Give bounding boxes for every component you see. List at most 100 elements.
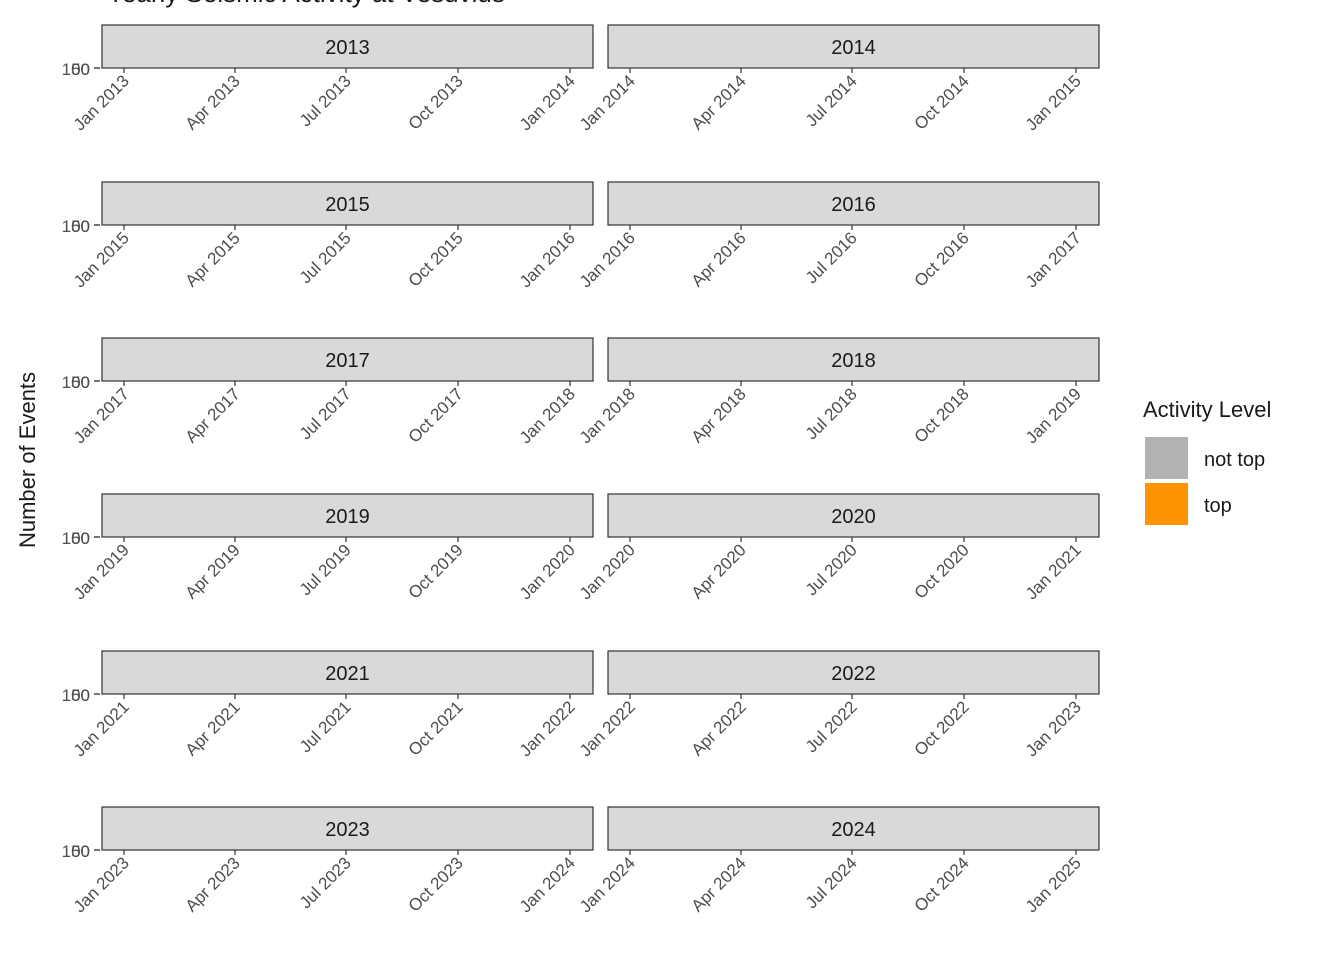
y-tick-label: 100 xyxy=(62,686,90,705)
x-tick-label: Jan 2021 xyxy=(1022,540,1085,603)
x-tick-label: Oct 2014 xyxy=(911,71,973,133)
facet-strip xyxy=(607,337,1100,382)
x-tick-label: Jan 2016 xyxy=(576,228,639,291)
y-tick-label: 100 xyxy=(62,529,90,548)
x-tick-label: Jul 2015 xyxy=(296,228,355,287)
x-tick-label: Jul 2013 xyxy=(296,71,355,130)
x-tick-label: Oct 2023 xyxy=(405,853,467,915)
x-tick-label: Jul 2017 xyxy=(296,384,355,443)
y-tick-label: 100 xyxy=(62,842,90,861)
x-tick-label: Jan 2020 xyxy=(576,540,639,603)
facet-strip xyxy=(101,24,594,69)
x-tick-label: Jan 2018 xyxy=(576,384,639,447)
x-tick-label: Jan 2014 xyxy=(576,71,639,134)
x-tick-label: Jan 2019 xyxy=(70,540,133,603)
x-tick-label: Jan 2020 xyxy=(516,540,579,603)
x-tick-label: Oct 2021 xyxy=(405,697,467,759)
facet-strip xyxy=(101,337,594,382)
facet-label: 2022 xyxy=(831,663,876,685)
x-tick-label: Apr 2017 xyxy=(182,384,244,446)
x-tick-label: Apr 2018 xyxy=(688,384,750,446)
x-tick-label: Jan 2021 xyxy=(70,697,133,760)
y-axis-title: Number of Events xyxy=(15,372,40,548)
y-tick-label: 50 xyxy=(71,373,90,392)
x-tick-label: Oct 2013 xyxy=(405,71,467,133)
x-tick-label: Jan 2013 xyxy=(70,71,133,134)
x-tick-label: Oct 2020 xyxy=(911,540,973,602)
x-tick-label: Apr 2015 xyxy=(182,228,244,290)
x-tick-label: Apr 2016 xyxy=(688,228,750,290)
x-tick-label: Oct 2022 xyxy=(911,697,973,759)
x-tick-label: Jan 2024 xyxy=(516,853,579,916)
x-tick-label: Jan 2017 xyxy=(1022,228,1085,291)
y-tick-label: 50 xyxy=(71,217,90,236)
x-tick-label: Apr 2020 xyxy=(688,540,750,602)
x-tick-label: Jan 2014 xyxy=(516,71,579,134)
facet-strip xyxy=(607,806,1100,851)
facet-label: 2014 xyxy=(831,37,876,59)
facet-label: 2021 xyxy=(325,663,370,685)
y-tick-label: 100 xyxy=(62,373,90,392)
x-tick-label: Jul 2014 xyxy=(802,71,861,130)
legend-key xyxy=(1145,437,1188,479)
x-tick-label: Jul 2020 xyxy=(802,540,861,599)
x-tick-label: Jan 2019 xyxy=(1022,384,1085,447)
y-tick-label: 50 xyxy=(71,842,90,861)
x-tick-label: Oct 2024 xyxy=(911,853,973,915)
y-tick-label: 100 xyxy=(62,217,90,236)
facet-label: 2018 xyxy=(831,350,876,372)
x-tick-label: Oct 2015 xyxy=(405,228,467,290)
y-tick-label: 50 xyxy=(71,60,90,79)
facet-strip xyxy=(101,650,594,695)
x-tick-label: Jan 2018 xyxy=(516,384,579,447)
facet-label: 2023 xyxy=(325,819,370,841)
y-tick-label: 100 xyxy=(62,60,90,79)
facet-strip xyxy=(101,493,594,538)
x-tick-label: Jan 2015 xyxy=(70,228,133,291)
legend-label: not top xyxy=(1204,449,1265,471)
x-tick-label: Jan 2022 xyxy=(516,697,579,760)
x-tick-label: Jan 2022 xyxy=(576,697,639,760)
facet-strip xyxy=(101,806,594,851)
x-tick-label: Jan 2015 xyxy=(1022,71,1085,134)
x-tick-label: Apr 2022 xyxy=(688,697,750,759)
x-axis-title: Date within Year xyxy=(521,956,680,960)
x-tick-label: Apr 2019 xyxy=(182,540,244,602)
x-tick-label: Oct 2018 xyxy=(911,384,973,446)
x-tick-label: Jul 2024 xyxy=(802,853,861,912)
x-tick-label: Apr 2013 xyxy=(182,71,244,133)
x-tick-label: Jul 2022 xyxy=(802,697,861,756)
facet-strip xyxy=(607,24,1100,69)
x-tick-label: Apr 2014 xyxy=(688,71,750,133)
x-tick-label: Jan 2024 xyxy=(576,853,639,916)
facet-strip xyxy=(607,650,1100,695)
facet-strip xyxy=(101,181,594,226)
facet-label: 2019 xyxy=(325,506,370,528)
legend-label: top xyxy=(1204,495,1232,517)
facet-label: 2013 xyxy=(325,37,370,59)
x-tick-label: Jan 2023 xyxy=(70,853,133,916)
x-tick-label: Jan 2023 xyxy=(1022,697,1085,760)
facet-label: 2015 xyxy=(325,194,370,216)
x-tick-label: Jan 2016 xyxy=(516,228,579,291)
x-tick-label: Jul 2019 xyxy=(296,540,355,599)
x-tick-label: Oct 2019 xyxy=(405,540,467,602)
x-tick-label: Jul 2023 xyxy=(296,853,355,912)
facet-label: 2020 xyxy=(831,506,876,528)
facet-label: 2016 xyxy=(831,194,876,216)
x-tick-label: Jan 2025 xyxy=(1022,853,1085,916)
facet-label: 2024 xyxy=(831,819,876,841)
legend-key xyxy=(1145,483,1188,525)
facet-strip xyxy=(607,181,1100,226)
legend-title: Activity Level xyxy=(1143,397,1271,422)
x-tick-label: Jul 2021 xyxy=(296,697,355,756)
x-tick-label: Oct 2017 xyxy=(405,384,467,446)
y-tick-label: 50 xyxy=(71,529,90,548)
x-tick-label: Jan 2017 xyxy=(70,384,133,447)
x-tick-label: Oct 2016 xyxy=(911,228,973,290)
x-tick-label: Jul 2016 xyxy=(802,228,861,287)
facet-label: 2017 xyxy=(325,350,370,372)
x-tick-label: Apr 2024 xyxy=(688,853,750,915)
y-tick-label: 50 xyxy=(71,686,90,705)
